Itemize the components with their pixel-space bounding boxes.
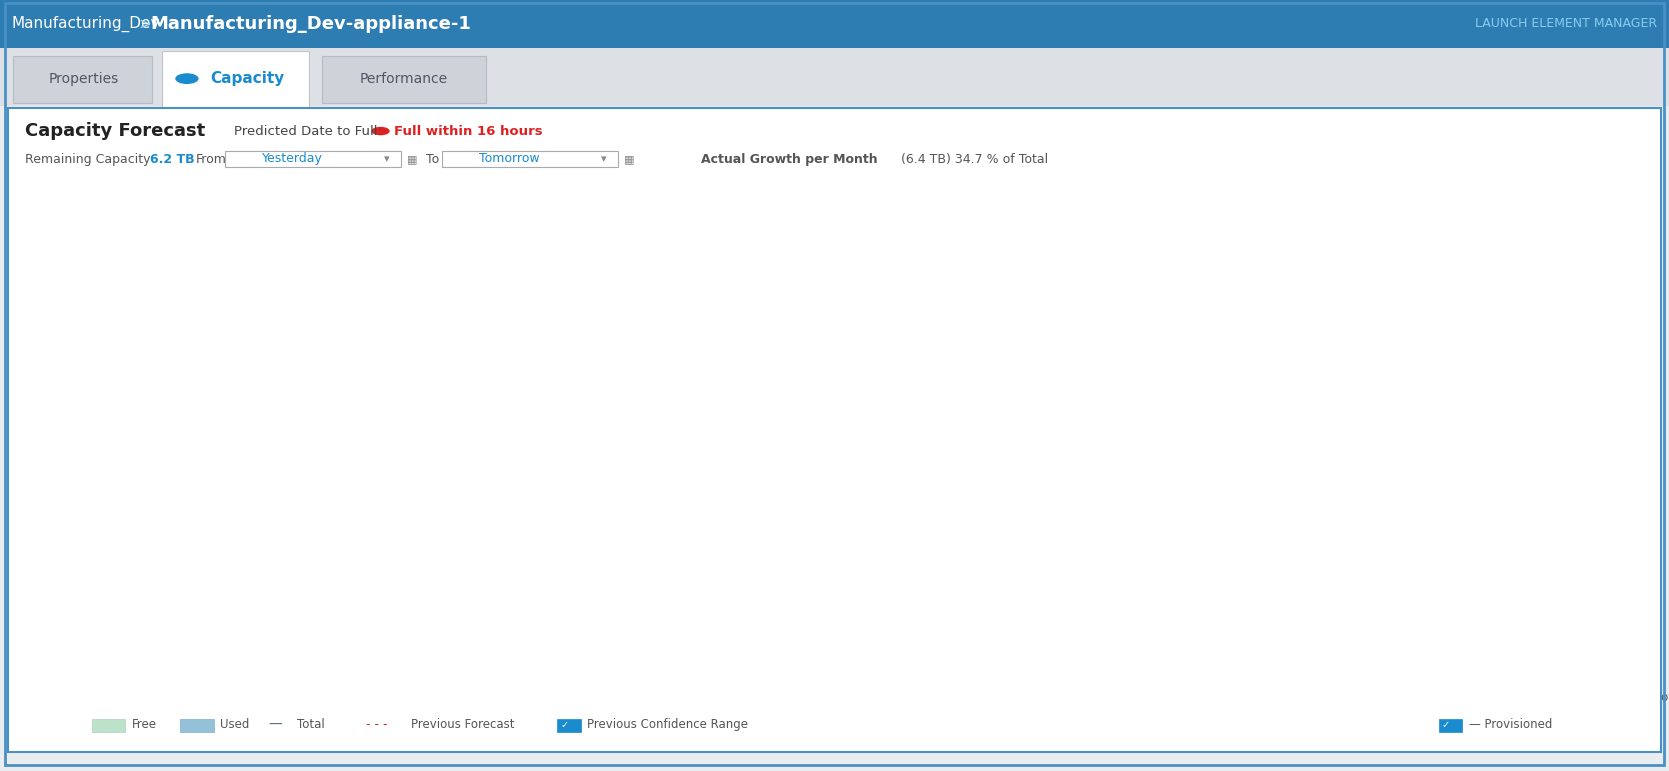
Text: —: — xyxy=(269,718,282,732)
Text: - - -: - - - xyxy=(366,719,387,731)
Text: Tomorrow: Tomorrow xyxy=(479,153,539,165)
Text: ▦: ▦ xyxy=(407,154,417,163)
Text: Performance: Performance xyxy=(361,72,447,86)
Text: ✓: ✓ xyxy=(1442,720,1450,729)
Text: Properties: Properties xyxy=(48,72,118,86)
Text: Remaining Capacity: Remaining Capacity xyxy=(25,153,150,166)
Text: — Provisioned: — Provisioned xyxy=(1469,719,1552,731)
Text: Free: Free xyxy=(132,719,157,731)
Text: Manufacturing_Dev-appliance-1: Manufacturing_Dev-appliance-1 xyxy=(150,15,471,33)
Bar xyxy=(1046,202,1652,682)
Text: To: To xyxy=(426,153,439,166)
Text: ▦: ▦ xyxy=(624,154,634,163)
Text: Yesterday: Yesterday xyxy=(262,153,322,165)
Text: 6.2 TB: 6.2 TB xyxy=(150,153,195,166)
Text: ▾: ▾ xyxy=(601,154,608,163)
Text: Actual Growth per Month: Actual Growth per Month xyxy=(701,153,878,166)
Text: ▾: ▾ xyxy=(384,154,391,163)
Text: Full within 16 hours: Full within 16 hours xyxy=(394,125,542,137)
Text: LAUNCH ELEMENT MANAGER: LAUNCH ELEMENT MANAGER xyxy=(1475,18,1657,30)
Text: (6.4 TB) 34.7 % of Total: (6.4 TB) 34.7 % of Total xyxy=(901,153,1048,166)
Text: Total: Total xyxy=(297,719,325,731)
Text: Used: Used xyxy=(220,719,250,731)
Text: Predicted Date to Full:: Predicted Date to Full: xyxy=(234,125,382,137)
Text: ✓: ✓ xyxy=(561,720,569,729)
Text: Previous Confidence Range: Previous Confidence Range xyxy=(587,719,748,731)
Text: >: > xyxy=(139,16,152,32)
Text: Capacity Forecast: Capacity Forecast xyxy=(25,122,205,140)
Text: Manufacturing_Dev: Manufacturing_Dev xyxy=(12,15,160,32)
Text: Capacity: Capacity xyxy=(210,71,284,86)
Text: Previous Forecast: Previous Forecast xyxy=(411,719,514,731)
Text: From: From xyxy=(195,153,225,166)
